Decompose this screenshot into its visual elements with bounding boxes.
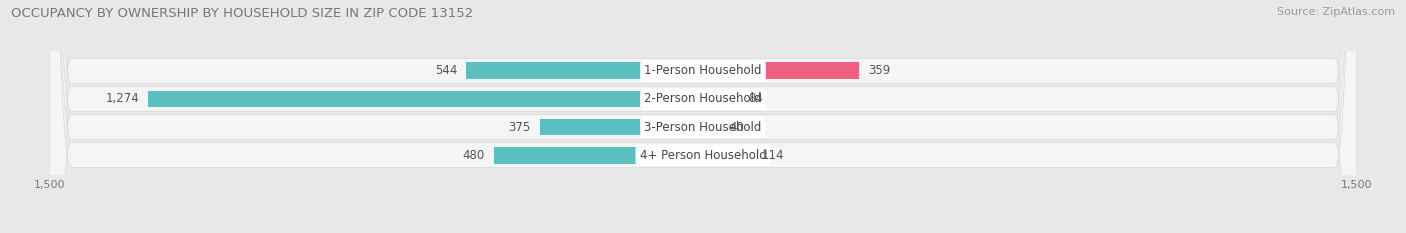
Bar [703,62,859,79]
Bar [703,91,740,107]
Bar [703,147,752,164]
Text: 40: 40 [730,120,744,134]
Bar [494,147,703,164]
Text: 544: 544 [434,64,457,77]
Text: 1,274: 1,274 [105,93,139,106]
Text: 84: 84 [748,93,763,106]
Text: 114: 114 [762,149,785,162]
Text: 2-Person Household: 2-Person Household [644,93,762,106]
Text: 359: 359 [868,64,890,77]
FancyBboxPatch shape [49,0,1357,233]
Text: OCCUPANCY BY OWNERSHIP BY HOUSEHOLD SIZE IN ZIP CODE 13152: OCCUPANCY BY OWNERSHIP BY HOUSEHOLD SIZE… [11,7,474,20]
Text: 3-Person Household: 3-Person Household [644,120,762,134]
Text: 1-Person Household: 1-Person Household [644,64,762,77]
Text: 4+ Person Household: 4+ Person Household [640,149,766,162]
Text: 375: 375 [509,120,531,134]
Text: 480: 480 [463,149,485,162]
Text: Source: ZipAtlas.com: Source: ZipAtlas.com [1277,7,1395,17]
FancyBboxPatch shape [49,0,1357,233]
Bar [465,62,703,79]
FancyBboxPatch shape [49,0,1357,233]
Bar [703,119,720,135]
FancyBboxPatch shape [49,0,1357,233]
Bar [540,119,703,135]
Bar [148,91,703,107]
